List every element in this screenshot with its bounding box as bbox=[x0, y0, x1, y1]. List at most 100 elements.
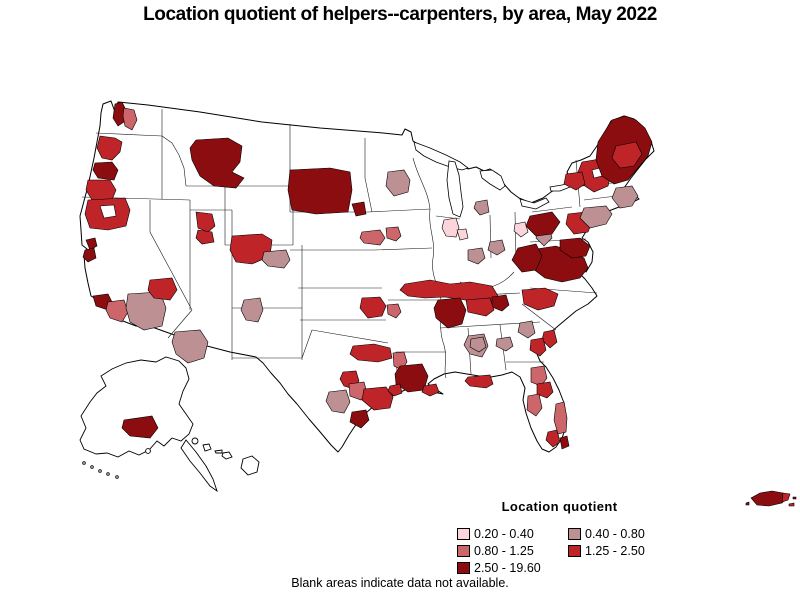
lake-michigan bbox=[446, 160, 464, 218]
map-region-pr-east[interactable] bbox=[781, 492, 791, 503]
map-region-portland-salem[interactable] bbox=[96, 135, 123, 161]
kodiak-island bbox=[145, 448, 151, 454]
great-lakes bbox=[413, 141, 571, 218]
map-region-upstate-ny[interactable] bbox=[563, 171, 586, 191]
map-region-central-illinois[interactable] bbox=[467, 247, 486, 265]
map-region-gulfport-mobile[interactable] bbox=[464, 374, 494, 389]
map-region-west-virginia[interactable] bbox=[511, 243, 543, 273]
map-region-carolina-red[interactable] bbox=[521, 287, 559, 311]
legend-title: Location quotient bbox=[501, 499, 618, 514]
map-region-sw-florida[interactable] bbox=[545, 429, 561, 448]
map-region-farmington-nm[interactable] bbox=[240, 297, 264, 323]
map-region-east-tn-ky[interactable] bbox=[465, 297, 495, 317]
alaska-inset bbox=[79, 356, 218, 493]
map-region-longisland-ct[interactable] bbox=[579, 205, 613, 229]
map-region-sw-georgia[interactable] bbox=[495, 336, 514, 352]
map-region-fort-smith[interactable] bbox=[359, 296, 387, 319]
maui bbox=[221, 451, 233, 460]
map-region-west-michigan[interactable] bbox=[473, 199, 490, 216]
legend-column-right: 0.40 - 0.80 1.25 - 2.50 bbox=[568, 525, 645, 576]
map-region-sw-oregon[interactable] bbox=[85, 179, 117, 201]
legend-label: 0.40 - 0.80 bbox=[585, 526, 645, 541]
map-region-new-orleans[interactable] bbox=[421, 383, 440, 397]
hawaii-big-island bbox=[240, 455, 260, 476]
aleutian-island bbox=[98, 469, 102, 473]
map-region-omaha[interactable] bbox=[385, 226, 402, 242]
footnote: Blank areas indicate data not available. bbox=[291, 576, 509, 590]
map-region-aberdeen-sd[interactable] bbox=[351, 201, 367, 217]
map-region-redding-hole[interactable] bbox=[99, 204, 117, 219]
map-region-culebra[interactable] bbox=[792, 496, 797, 500]
map-region-central-montana[interactable] bbox=[189, 137, 245, 189]
map-region-houston[interactable] bbox=[361, 386, 394, 411]
map-region-sioux-city[interactable] bbox=[359, 229, 386, 246]
legend-swatch bbox=[457, 527, 470, 540]
lake-huron bbox=[479, 169, 506, 191]
map-region-eugene[interactable] bbox=[92, 161, 119, 181]
map-region-central-georgia[interactable] bbox=[517, 320, 536, 339]
hawaii-inset bbox=[191, 437, 260, 476]
aleutian-island bbox=[90, 465, 94, 469]
state-borders bbox=[81, 109, 617, 393]
map-region-sw-wyoming[interactable] bbox=[229, 233, 273, 265]
map-region-columbus-oh[interactable] bbox=[487, 239, 506, 256]
page-title: Location quotient of helpers--carpenters… bbox=[143, 4, 657, 25]
map-region-jacksonville[interactable] bbox=[529, 337, 547, 357]
map-region-dallas[interactable] bbox=[349, 343, 393, 363]
legend-swatch bbox=[457, 544, 470, 557]
map-region-fl-east-coast[interactable] bbox=[553, 401, 568, 435]
map-region-west-north-dakota[interactable] bbox=[287, 167, 353, 215]
aleutian-island bbox=[115, 475, 119, 479]
map-region-south-alabama[interactable] bbox=[469, 336, 487, 353]
map-region-little-rock[interactable] bbox=[386, 303, 402, 319]
oahu bbox=[202, 443, 212, 452]
map-region-galveston[interactable] bbox=[349, 409, 370, 429]
map-region-minneapolis[interactable] bbox=[385, 169, 411, 197]
aleutian-island bbox=[82, 461, 86, 465]
map-region-anchorage[interactable] bbox=[121, 415, 159, 439]
legend-label: 0.80 - 1.25 bbox=[474, 543, 534, 558]
map-region-chicago[interactable] bbox=[441, 217, 460, 238]
map-region-orlando[interactable] bbox=[536, 381, 554, 399]
legend-item: 0.20 - 0.40 bbox=[457, 525, 568, 542]
legend-item: 1.25 - 2.50 bbox=[568, 542, 645, 559]
map-region-south-louisiana[interactable] bbox=[394, 363, 429, 393]
map-region-phoenix-tucson[interactable] bbox=[171, 329, 209, 364]
legend-label: 1.25 - 2.50 bbox=[585, 543, 645, 558]
map-region-west-ohio[interactable] bbox=[513, 221, 529, 238]
lake-erie bbox=[519, 197, 550, 210]
legend-swatch bbox=[568, 527, 581, 540]
map-region-maine-inner[interactable] bbox=[611, 141, 643, 169]
map-region-gary[interactable] bbox=[456, 228, 469, 241]
legend: Location quotient 0.20 - 0.40 0.80 - 1.25… bbox=[452, 499, 682, 576]
legend-label: 2.50 - 19.60 bbox=[474, 560, 541, 575]
map-region-miami[interactable] bbox=[559, 435, 570, 450]
map-region-santa-rosa[interactable] bbox=[85, 237, 98, 251]
map-region-sf-bay[interactable] bbox=[82, 247, 97, 263]
map-region-boston[interactable] bbox=[611, 185, 639, 209]
map-region-san-antonio[interactable] bbox=[325, 389, 351, 414]
aleutian-island bbox=[106, 472, 110, 476]
map-region-sw-louisiana[interactable] bbox=[387, 383, 403, 397]
map-region-las-vegas[interactable] bbox=[147, 277, 178, 301]
legend-swatch bbox=[457, 561, 470, 574]
legend-item: 0.80 - 1.25 bbox=[457, 542, 568, 559]
legend-column-left: 0.20 - 0.40 0.80 - 1.25 2.50 - 19.60 bbox=[452, 525, 568, 576]
map-region-maryland-dc[interactable] bbox=[559, 237, 591, 259]
map-region-pa-ridge[interactable] bbox=[525, 211, 561, 237]
map-region-east-of-seattle[interactable] bbox=[122, 107, 138, 131]
map-region-salt-lake[interactable] bbox=[195, 211, 216, 233]
map-region-vieques[interactable] bbox=[788, 502, 795, 507]
legend-swatch bbox=[568, 544, 581, 557]
map-region-gainesville-ocala[interactable] bbox=[530, 365, 548, 387]
legend-item: 0.40 - 0.80 bbox=[568, 525, 645, 542]
map-region-tampa[interactable] bbox=[526, 393, 543, 417]
kauai bbox=[191, 437, 199, 445]
map-region-pr-west-speck[interactable] bbox=[745, 501, 750, 506]
legend-label: 0.20 - 0.40 bbox=[474, 526, 534, 541]
map-region-nw-colorado[interactable] bbox=[261, 249, 291, 269]
map-region-memphis-jonesboro[interactable] bbox=[433, 297, 467, 329]
map-region-provo[interactable] bbox=[195, 229, 215, 245]
map-region-la-riverside[interactable] bbox=[105, 299, 129, 323]
